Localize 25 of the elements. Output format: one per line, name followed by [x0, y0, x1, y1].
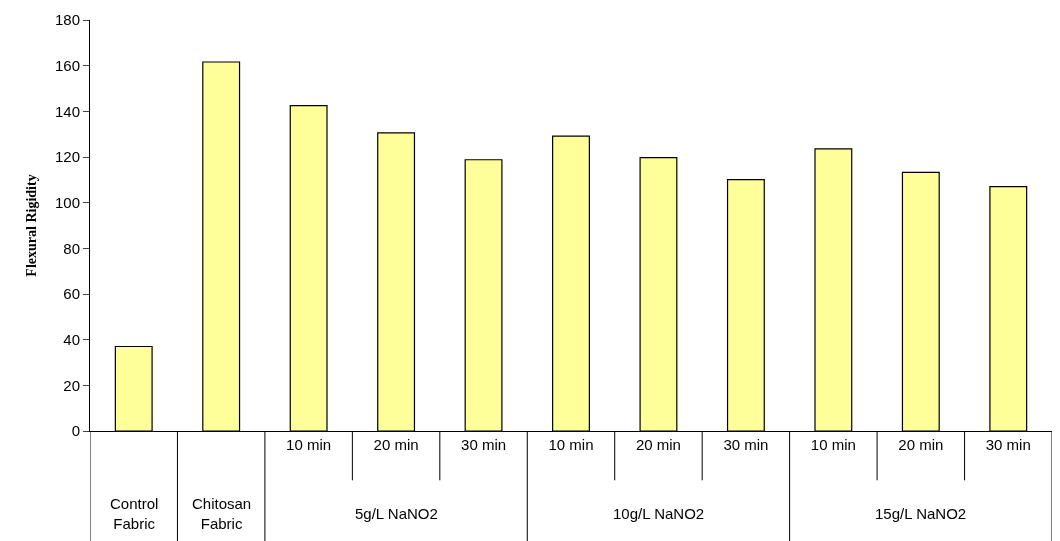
- y-axis-title: Flexural Rigidity: [23, 174, 39, 277]
- x-tick-label: 30 min: [461, 436, 507, 453]
- text: 5g/L NaNO2: [355, 505, 438, 522]
- y-tick-label: 20: [63, 376, 80, 394]
- x-tick-label: 30 min: [723, 436, 769, 453]
- x-tick-label: 30 min: [985, 436, 1031, 453]
- x-tick-label: 20 min: [635, 436, 681, 453]
- y-tick-label: 180: [54, 11, 80, 29]
- y-tick-label: 140: [54, 102, 80, 120]
- x-tick-label: 10 min: [810, 436, 856, 453]
- x-tick-label: 10 min: [286, 436, 332, 453]
- text: Chitosan Fabric: [192, 495, 252, 532]
- x-tick-label: 20 min: [898, 436, 944, 453]
- y-tick-label: 120: [54, 148, 80, 166]
- text: Control Fabric: [110, 495, 159, 532]
- x-tick-label: 20 min: [373, 436, 419, 453]
- y-tick-label: 160: [54, 56, 80, 74]
- text: 10g/L NaNO2: [613, 505, 705, 522]
- y-tick-label: 0: [71, 422, 80, 440]
- y-tick-label: 80: [63, 239, 80, 257]
- text: 15g/L NaNO2: [875, 505, 967, 522]
- y-tick-label: 40: [63, 330, 80, 348]
- y-tick-label: 100: [54, 193, 80, 211]
- y-tick-label: 60: [63, 285, 80, 303]
- x-tick-label: 10 min: [548, 436, 594, 453]
